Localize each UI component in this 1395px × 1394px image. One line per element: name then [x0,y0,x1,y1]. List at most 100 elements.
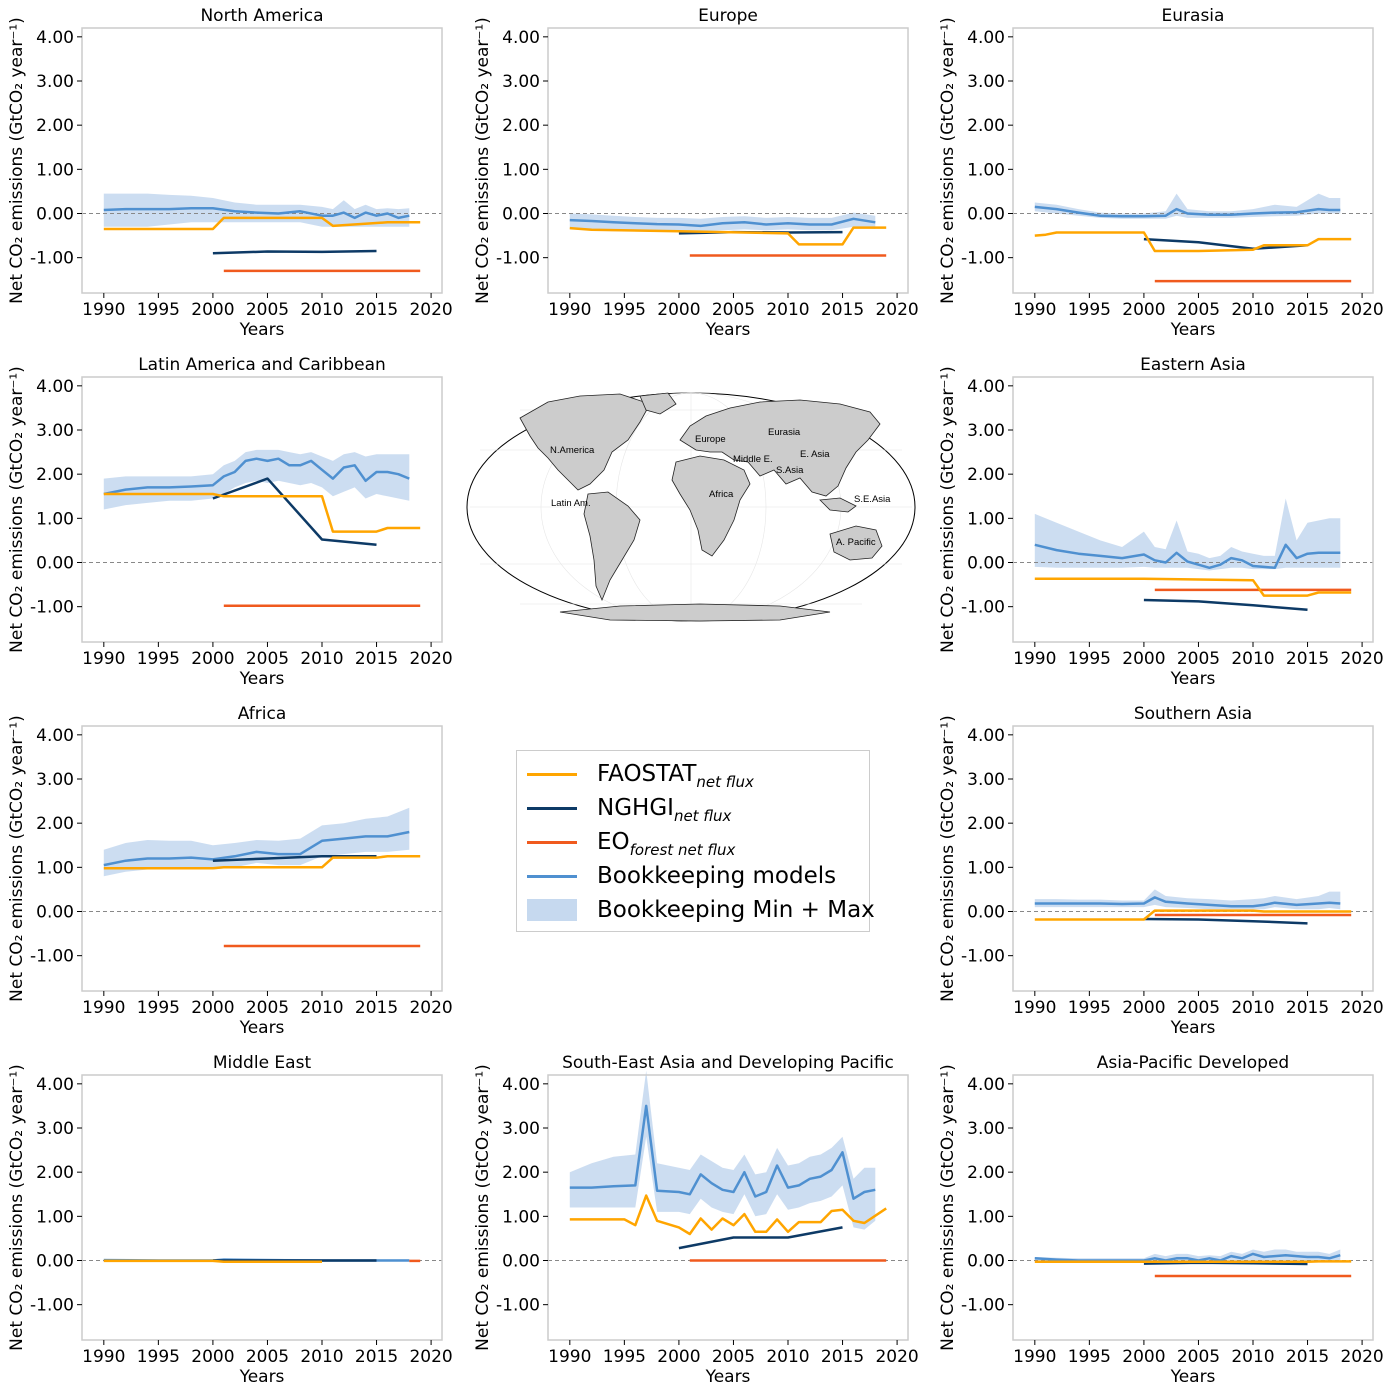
y-tick-label: 0.00 [967,903,1005,923]
x-tick-label: 1990 [82,649,125,669]
panel-title: Eastern Asia [1140,355,1246,375]
y-tick-label: 1.00 [967,509,1005,529]
map-label-eurasia: Eurasia [768,427,801,438]
x-tick-label: 2010 [766,1347,809,1367]
faostat-line [1034,231,1352,253]
faostat-line [103,1259,322,1264]
x-tick-label: 2020 [1340,1347,1383,1367]
legend: FAOSTATnet flux NGHGInet flux EOforest n… [516,750,875,932]
x-tick-label: 2000 [1122,998,1165,1018]
x-tick-label: 1990 [548,1347,591,1367]
x-tick-label: 2015 [355,1347,398,1367]
x-tick-label: 1995 [1068,998,1111,1018]
y-tick-label: 3.00 [967,421,1005,441]
y-tick-label: 1.00 [967,160,1005,180]
y-tick-label: -1.00 [30,598,74,618]
x-axis-label: Years [705,1367,751,1387]
legend-subscript-nghgi: net flux [673,807,732,825]
x-tick-label: 2000 [1122,300,1165,320]
panel-title: Europe [698,6,758,26]
y-tick-label: 1.00 [36,509,74,529]
legend-item-faostat: FAOSTATnet flux [527,757,754,791]
x-tick-label: 2000 [657,300,700,320]
y-axis-label: Net CO₂ emissions (GtCO₂ year⁻¹) [938,715,958,1002]
y-axis-label: Net CO₂ emissions (GtCO₂ year⁻¹) [7,17,27,304]
x-axis-label: Years [239,1367,285,1387]
map-land [519,392,883,622]
x-tick-label: 2000 [1122,649,1165,669]
axes-frame [1012,1074,1374,1341]
panel-title: Latin America and Caribbean [138,355,386,375]
y-tick-label: 2.00 [967,1163,1005,1183]
y-tick-label: -1.00 [961,249,1005,269]
y-tick-label: 0.00 [36,205,74,225]
axes-frame [547,1074,909,1341]
x-tick-label: 2020 [875,1347,918,1367]
x-tick-label: 2010 [300,998,343,1018]
bookkeeping-band [103,193,410,227]
x-tick-label: 2005 [246,300,289,320]
y-tick-label: -1.00 [496,249,540,269]
y-tick-label: 1.00 [36,1207,74,1227]
y-tick-label: 4.00 [967,28,1005,48]
y-tick-label: 4.00 [36,28,74,48]
x-tick-label: 2015 [1286,300,1329,320]
panel-title: Asia-Pacific Developed [1097,1053,1289,1073]
y-axis-label: Net CO₂ emissions (GtCO₂ year⁻¹) [7,715,27,1002]
x-tick-label: 2020 [409,300,452,320]
x-tick-label: 1990 [548,300,591,320]
y-axis-label: Net CO₂ emissions (GtCO₂ year⁻¹) [938,366,958,653]
bookkeeping-band [1034,498,1341,571]
legend-item-eo: EOforest net flux [527,825,735,859]
map-label-south-asia: S.Asia [776,465,804,476]
bookkeeping-line [569,217,876,228]
bookkeeping-band [569,212,876,232]
y-axis-label: Net CO₂ emissions (GtCO₂ year⁻¹) [473,17,493,304]
x-tick-label: 2005 [246,649,289,669]
x-tick-label: 2015 [355,998,398,1018]
x-tick-label: 2005 [246,1347,289,1367]
axes-frame [81,27,443,294]
bookkeeping-line [1034,1252,1341,1262]
y-tick-label: 4.00 [502,1075,540,1095]
chart-panel-10: 1990 1995 2000 2005 2010 2015 2020 -1.00 0.00 1.0… [938,1053,1384,1387]
chart-panel-8: 1990 1995 2000 2005 2010 2015 2020 -1.00 0.00 1.0… [7,1053,453,1387]
x-tick-label: 1990 [1013,1347,1056,1367]
x-tick-label: 1990 [1013,998,1056,1018]
y-tick-label: 3.00 [502,1119,540,1139]
x-tick-label: 2015 [1286,649,1329,669]
nghgi-line [1143,917,1308,925]
x-tick-label: 1995 [137,649,180,669]
chart-panel-4: 1990 1995 2000 2005 2010 2015 2020 -1.00 0.00 1.0… [7,355,453,689]
y-tick-label: 4.00 [967,1075,1005,1095]
legend-swatch-eo [527,840,577,844]
y-tick-label: 0.00 [36,903,74,923]
map-label-north-america: N.America [550,445,595,456]
x-tick-label: 2000 [191,300,234,320]
axes-frame [547,27,909,294]
y-tick-label: 0.00 [967,1252,1005,1272]
legend-label-bookkeeping-band: Bookkeeping Min + Max [597,897,875,923]
chart-panel-9: 1990 1995 2000 2005 2010 2015 2020 -1.00 0.00 1.0… [473,1053,919,1387]
panel-title: Middle East [213,1053,312,1073]
nghgi-line [1143,237,1308,251]
map-label-southeast-asia: S.E.Asia [854,494,891,505]
map-label-middle-east: Middle E. [733,454,773,465]
x-tick-label: 2010 [1231,300,1274,320]
legend-label-bookkeeping: Bookkeeping models [597,863,837,889]
x-tick-label: 2010 [1231,998,1274,1018]
x-tick-label: 2020 [409,649,452,669]
x-tick-label: 1990 [82,300,125,320]
axes-frame [81,1074,443,1341]
axes-frame [81,725,443,992]
x-tick-label: 2005 [712,300,755,320]
x-tick-label: 1995 [137,998,180,1018]
y-tick-label: -1.00 [961,1296,1005,1316]
y-tick-label: 3.00 [502,72,540,92]
panel-title: North America [200,6,323,26]
nghgi-line [212,477,377,547]
legend-subscript-faostat: net flux [696,773,754,791]
map-label-east-asia: E. Asia [800,449,830,460]
bookkeeping-line [1034,896,1341,908]
axes-frame [1012,27,1374,294]
